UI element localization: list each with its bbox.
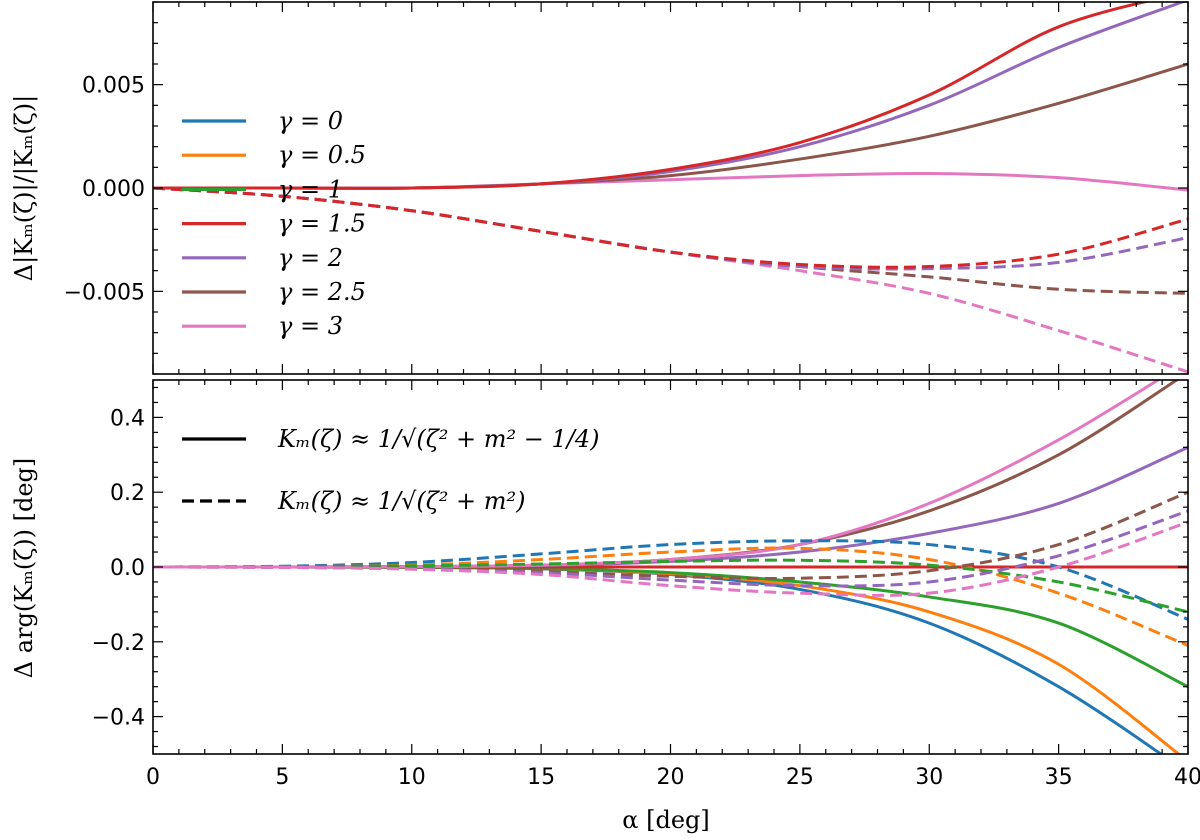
x-tick-label: 10 — [398, 765, 426, 790]
bottom-series-gamma-3-dashed — [153, 520, 1188, 597]
legend-gamma-label: γ = 1.5 — [278, 210, 366, 238]
x-tick-label: 35 — [1045, 765, 1073, 790]
legend-gamma-label: γ = 2.5 — [278, 278, 366, 306]
top-y-axis-label: Δ|Kₘ(ζ)|/|Kₘ(ζ)| — [10, 95, 39, 282]
x-tick-label: 40 — [1174, 765, 1200, 790]
top-series-gamma-1-5-solid — [153, 2, 1151, 190]
bottom-y-tick-label: −0.4 — [92, 706, 145, 731]
top-y-tick-label: −0.005 — [64, 280, 145, 305]
bottom-y-tick-label: −0.2 — [92, 631, 145, 656]
legend-gamma-label: γ = 0 — [278, 107, 343, 135]
x-tick-label: 15 — [527, 765, 555, 790]
panel-top: −0.005 0.000 0.005 — [64, 1, 1189, 375]
panel-bottom: 0 5 10 15 20 25 30 35 40 −0.4 −0.2 0.0 0.2 0.4 — [92, 379, 1200, 790]
bottom-y-tick-label: 0.0 — [110, 556, 145, 581]
x-tick-label: 20 — [657, 765, 685, 790]
x-tick-label: 25 — [786, 765, 814, 790]
legend-style: Kₘ(ζ) ≈ 1/√(ζ² + m² − 1/4) Kₘ(ζ) ≈ 1/√(ζ²… — [182, 425, 600, 515]
x-tick-label: 30 — [915, 765, 943, 790]
bottom-series-gamma-3-solid — [153, 380, 1161, 569]
bottom-series-gamma-0-5-solid — [153, 565, 1181, 754]
legend-gamma: γ = 0 γ = 0.5 γ = 1 γ = 1.5 γ = 2 γ = 2.5 γ = … — [182, 107, 366, 340]
legend-gamma-label: γ = 2 — [278, 244, 343, 272]
top-y-tick-label: 0.005 — [82, 74, 145, 99]
x-axis-label: α [deg] — [622, 806, 710, 834]
bottom-y-tick-label: 0.2 — [110, 481, 145, 506]
x-tick-label: 5 — [275, 765, 289, 790]
legend-style-label-dashed: Kₘ(ζ) ≈ 1/√(ζ² + m²) — [277, 487, 526, 515]
top-y-tick-label: 0.000 — [82, 177, 145, 202]
bottom-series-gamma-0-dashed — [153, 539, 1188, 621]
bottom-y-axis-label: Δ arg(Kₘ(ζ)) [deg] — [10, 458, 38, 679]
legend-gamma-label: γ = 3 — [278, 312, 343, 340]
bottom-series-gamma-2-5-solid — [153, 380, 1180, 569]
top-series-gamma-1-5-dashed — [153, 186, 1188, 269]
x-tick-label: 0 — [146, 765, 160, 790]
bottom-y-tick-label: 0.4 — [110, 406, 145, 431]
legend-gamma-label: γ = 1 — [278, 175, 343, 203]
bottom-series-gamma-0-solid — [153, 565, 1164, 754]
bottom-series-group — [153, 380, 1188, 754]
top-series-group — [153, 2, 1188, 374]
legend-style-label-solid: Kₘ(ζ) ≈ 1/√(ζ² + m² − 1/4) — [277, 425, 600, 453]
legend-gamma-label: γ = 0.5 — [278, 141, 366, 169]
